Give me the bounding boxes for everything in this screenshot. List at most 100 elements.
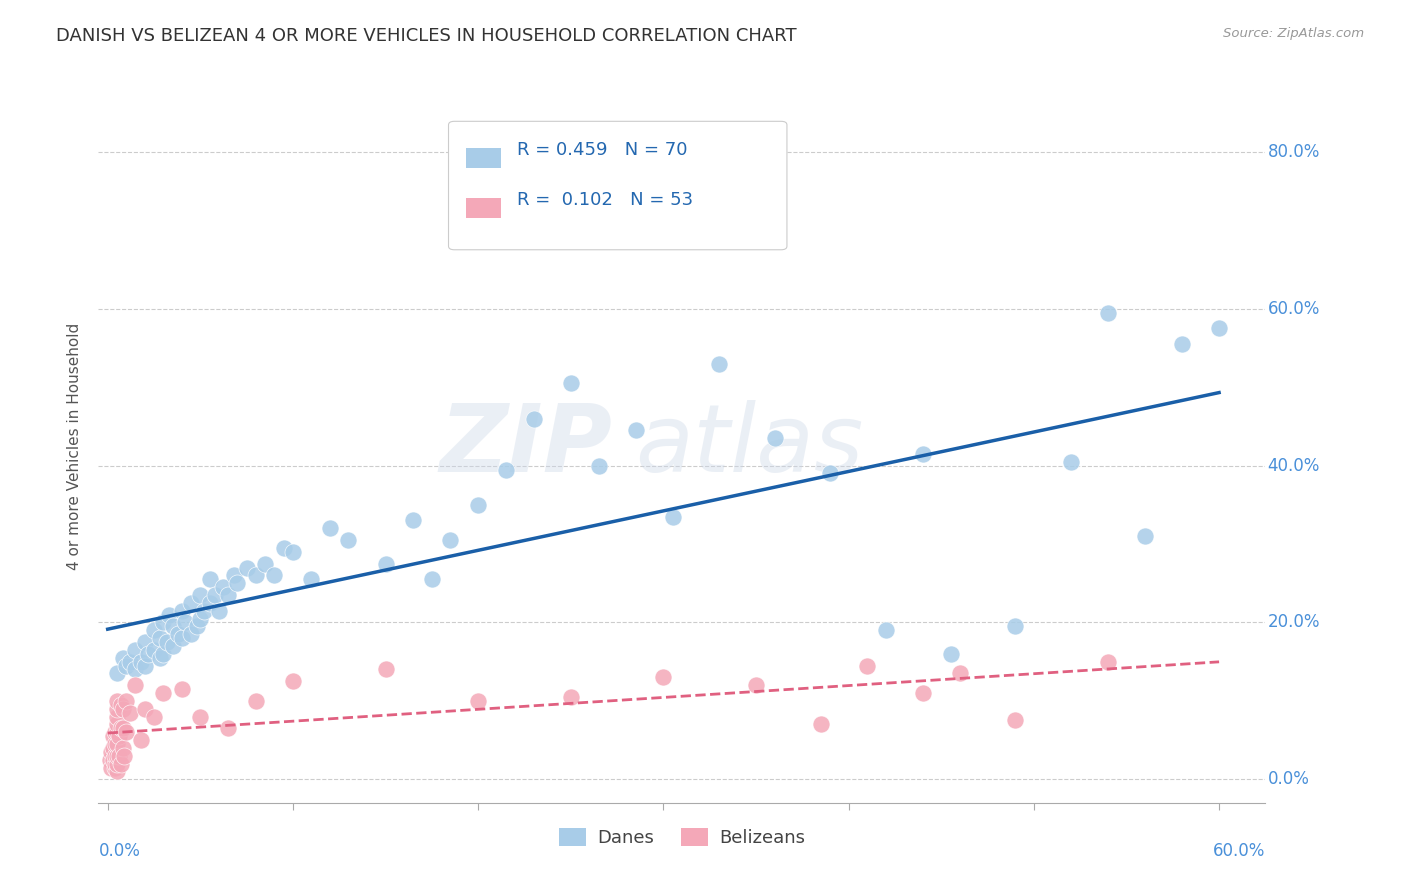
- Point: [105, 717, 128, 731]
- Point: [374, 557, 396, 571]
- Point: [188, 588, 211, 602]
- Point: [110, 698, 132, 712]
- Point: [281, 545, 304, 559]
- Point: [217, 588, 239, 602]
- Text: DANISH VS BELIZEAN 4 OR MORE VEHICLES IN HOUSEHOLD CORRELATION CHART: DANISH VS BELIZEAN 4 OR MORE VEHICLES IN…: [56, 27, 797, 45]
- Legend: Danes, Belizeans: Danes, Belizeans: [551, 821, 813, 855]
- Point: [107, 729, 129, 743]
- Point: [186, 619, 208, 633]
- Point: [254, 557, 277, 571]
- Point: [1208, 321, 1230, 335]
- Point: [105, 702, 128, 716]
- Point: [162, 619, 184, 633]
- Text: 40.0%: 40.0%: [1268, 457, 1320, 475]
- Point: [1004, 714, 1026, 728]
- Point: [652, 670, 675, 684]
- Point: [226, 576, 249, 591]
- Point: [115, 694, 138, 708]
- Point: [1097, 306, 1119, 320]
- Point: [875, 624, 897, 638]
- Point: [245, 568, 267, 582]
- Point: [162, 639, 184, 653]
- Point: [170, 682, 193, 697]
- Point: [420, 572, 443, 586]
- Point: [143, 709, 166, 723]
- Point: [170, 631, 193, 645]
- Point: [170, 604, 193, 618]
- Point: [818, 467, 841, 481]
- Point: [107, 748, 129, 763]
- Text: 80.0%: 80.0%: [1268, 143, 1320, 161]
- Point: [1133, 529, 1156, 543]
- Point: [134, 635, 156, 649]
- Point: [104, 748, 127, 763]
- Point: [105, 725, 128, 739]
- Point: [110, 756, 132, 771]
- Text: 60.0%: 60.0%: [1268, 300, 1320, 318]
- Point: [856, 658, 879, 673]
- Point: [467, 498, 489, 512]
- Point: [495, 462, 517, 476]
- Text: R = 0.459   N = 70: R = 0.459 N = 70: [517, 141, 688, 159]
- Point: [134, 658, 156, 673]
- Point: [103, 729, 125, 743]
- Point: [319, 521, 342, 535]
- Point: [467, 694, 489, 708]
- Y-axis label: 4 or more Vehicles in Household: 4 or more Vehicles in Household: [67, 322, 83, 570]
- Point: [661, 509, 683, 524]
- Point: [143, 624, 166, 638]
- Point: [148, 631, 170, 645]
- Point: [103, 740, 125, 755]
- Point: [301, 572, 323, 586]
- Point: [105, 756, 128, 771]
- Point: [104, 737, 127, 751]
- Point: [374, 663, 396, 677]
- Point: [100, 745, 122, 759]
- Point: [180, 627, 202, 641]
- Point: [134, 702, 156, 716]
- FancyBboxPatch shape: [465, 148, 501, 168]
- Point: [105, 748, 128, 763]
- Point: [180, 596, 202, 610]
- Point: [198, 572, 221, 586]
- Point: [129, 733, 152, 747]
- Point: [198, 596, 221, 610]
- Point: [157, 607, 180, 622]
- Point: [124, 663, 146, 677]
- Point: [115, 725, 138, 739]
- Point: [188, 611, 211, 625]
- Point: [111, 702, 134, 716]
- Point: [624, 423, 647, 437]
- Point: [402, 514, 425, 528]
- Point: [105, 694, 128, 708]
- Point: [167, 627, 190, 641]
- Text: 0.0%: 0.0%: [98, 842, 141, 860]
- Point: [911, 447, 934, 461]
- Point: [211, 580, 233, 594]
- Point: [138, 647, 160, 661]
- Point: [810, 717, 832, 731]
- Point: [188, 709, 211, 723]
- Point: [100, 760, 122, 774]
- Point: [245, 694, 267, 708]
- Point: [111, 740, 134, 755]
- Point: [124, 678, 146, 692]
- Text: R =  0.102   N = 53: R = 0.102 N = 53: [517, 191, 693, 209]
- Point: [112, 748, 135, 763]
- Text: 60.0%: 60.0%: [1213, 842, 1265, 860]
- Point: [939, 647, 962, 661]
- Point: [263, 568, 285, 582]
- Point: [105, 709, 128, 723]
- Point: [560, 690, 582, 704]
- Point: [143, 643, 166, 657]
- Point: [745, 678, 768, 692]
- Point: [118, 655, 141, 669]
- Point: [152, 647, 174, 661]
- Point: [588, 458, 610, 473]
- Point: [911, 686, 934, 700]
- Point: [118, 706, 141, 720]
- Point: [235, 560, 257, 574]
- Point: [111, 721, 134, 735]
- Point: [174, 615, 197, 630]
- Text: 20.0%: 20.0%: [1268, 614, 1320, 632]
